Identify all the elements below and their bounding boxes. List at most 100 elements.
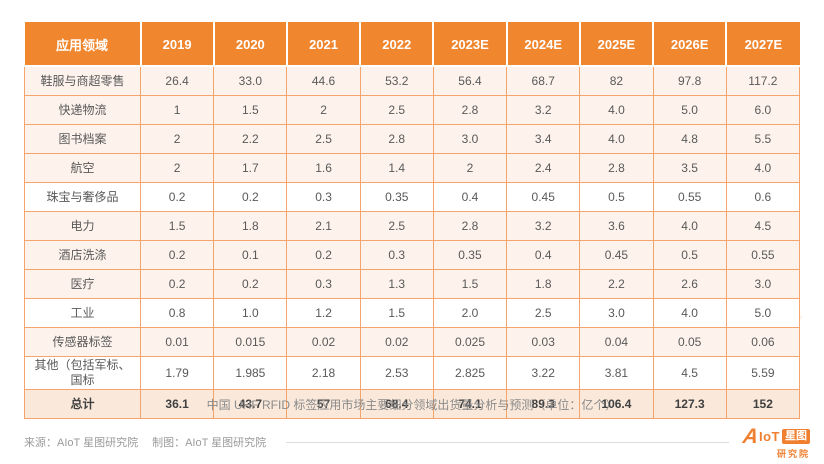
cell-value: 0.8 (139, 298, 215, 328)
cell-value: 0.2 (139, 182, 215, 212)
aiot-xingtu-logo: A IoT 星图 研究院 (741, 424, 810, 459)
cell-value: 0.04 (579, 327, 654, 357)
cell-value: 3.0 (725, 269, 801, 299)
cell-value: 4.0 (652, 298, 727, 328)
cell-value: 0.01 (139, 327, 215, 357)
column-header-year: 2024E (505, 22, 580, 67)
cell-value: 127.3 (652, 389, 727, 419)
cell-value: 1.8 (506, 269, 581, 299)
cell-value: 2 (432, 153, 508, 183)
row-label: 传感器标签 (24, 327, 141, 357)
cell-value: 1.5 (432, 269, 508, 299)
column-header-year: 2021 (285, 22, 361, 67)
column-header-application-field: 应用领域 (24, 22, 141, 67)
cell-value: 3.4 (506, 124, 581, 154)
footer: 来源：AIoT 星图研究院 制图：AIoT 星图研究院 A IoT 星图 研究院 (24, 424, 810, 460)
cell-value: 2.53 (359, 356, 434, 390)
cell-value: 0.3 (286, 182, 361, 212)
row-label: 医疗 (24, 269, 141, 299)
cell-value: 1.8 (213, 211, 288, 241)
table-row: 珠宝与奢侈品 0.2 0.2 0.3 0.35 0.4 0.45 0.5 0.55 0.6 (24, 182, 801, 212)
cell-value: 74.1 (432, 389, 508, 419)
table-row-total: 总计 36.1 43.7 57 68.4 74.1 89.3 106.4 127.3 152 (24, 389, 801, 419)
cell-value: 2.8 (432, 211, 508, 241)
cell-value: 2.5 (359, 211, 434, 241)
cell-value: 1.5 (139, 211, 215, 241)
cell-value: 0.45 (506, 182, 581, 212)
cell-value: 0.2 (213, 269, 288, 299)
cell-value: 0.55 (725, 240, 801, 270)
cell-value: 1.5 (213, 95, 288, 125)
table-header-row: 应用领域 2019 2020 2021 2022 2023E 2024E 2025E 2026E… (24, 22, 800, 67)
cell-value: 2.6 (652, 269, 727, 299)
cell-value: 0.02 (359, 327, 434, 357)
logo-yanjiuyuan-text: 研究院 (776, 448, 810, 459)
cell-value: 0.5 (579, 182, 654, 212)
cell-value: 0.5 (652, 240, 727, 270)
cell-value: 106.4 (579, 389, 654, 419)
cell-value: 2.5 (286, 124, 361, 154)
table-row: 电力 1.5 1.8 2.1 2.5 2.8 3.2 3.6 4.0 4.5 (24, 211, 801, 241)
row-label: 电力 (24, 211, 141, 241)
table-row: 工业 0.8 1.0 1.2 1.5 2.0 2.5 3.0 4.0 5.0 (24, 298, 801, 328)
row-label: 图书档案 (24, 124, 141, 154)
source-label: 来源：AIoT 星图研究院 (24, 437, 139, 449)
column-header-year: 2027E (725, 22, 800, 67)
cell-value: 117.2 (725, 65, 801, 96)
cell-value: 3.6 (579, 211, 654, 241)
cell-value: 2.1 (286, 211, 361, 241)
rfid-shipment-table: 应用领域 2019 2020 2021 2022 2023E 2024E 2025E 2026E… (24, 22, 801, 419)
cell-value: 1.5 (359, 298, 434, 328)
rfid-shipment-table-container: 应用领域 2019 2020 2021 2022 2023E 2024E 2025E 2026E… (24, 22, 801, 419)
cell-value: 2.5 (359, 95, 434, 125)
row-label: 其他（包括军标、 国标 (24, 356, 141, 390)
cell-value: 5.59 (725, 356, 801, 390)
column-header-year: 2019 (139, 22, 214, 67)
table-row: 医疗 0.2 0.2 0.3 1.3 1.5 1.8 2.2 2.6 3.0 (24, 269, 801, 299)
cell-value: 3.0 (432, 124, 508, 154)
cell-value: 5.0 (652, 95, 727, 125)
cell-value: 2.4 (506, 153, 581, 183)
cell-value: 1.0 (213, 298, 288, 328)
cell-value: 2.825 (432, 356, 508, 390)
cell-value: 5.5 (725, 124, 801, 154)
cell-value: 2.8 (432, 95, 508, 125)
cell-value: 0.2 (286, 240, 361, 270)
column-header-year: 2023E (432, 22, 507, 67)
cell-value: 89.3 (506, 389, 581, 419)
table-body: 鞋服与商超零售 26.4 33.0 44.6 53.2 56.4 68.7 82 97.8 117… (24, 65, 801, 419)
logo-top-line: A IoT 星图 (741, 424, 810, 448)
row-label: 鞋服与商超零售 (24, 65, 141, 96)
cell-value: 2 (139, 153, 215, 183)
cell-value: 2.8 (359, 124, 434, 154)
column-header-year: 2022 (359, 22, 434, 67)
cell-value: 0.025 (432, 327, 508, 357)
cell-value: 68.4 (359, 389, 434, 419)
cell-value: 0.02 (286, 327, 361, 357)
row-label: 酒店洗涤 (24, 240, 141, 270)
cell-value: 3.2 (506, 211, 581, 241)
cell-value: 3.22 (506, 356, 581, 390)
cell-value: 4.5 (652, 356, 727, 390)
logo-xingtu-badge: 星图 (782, 428, 810, 444)
cell-value: 44.6 (286, 65, 361, 96)
cell-value: 1.2 (286, 298, 361, 328)
cell-value: 0.03 (506, 327, 581, 357)
logo-a-glyph: A (741, 424, 760, 448)
cell-value: 0.4 (432, 182, 508, 212)
cell-value: 82 (579, 65, 654, 96)
cell-value: 0.4 (506, 240, 581, 270)
table-row: 鞋服与商超零售 26.4 33.0 44.6 53.2 56.4 68.7 82 97.8 117… (24, 65, 801, 96)
credit-label: 制图：AIoT 星图研究院 (152, 437, 267, 449)
logo-iot-text: IoT (759, 428, 780, 444)
cell-value: 0.015 (213, 327, 288, 357)
table-row: 酒店洗涤 0.2 0.1 0.2 0.3 0.35 0.4 0.45 0.5 0.55 (24, 240, 801, 270)
cell-value: 0.2 (139, 269, 215, 299)
cell-value: 0.3 (286, 269, 361, 299)
cell-value: 2.18 (286, 356, 361, 390)
cell-value: 26.4 (139, 65, 215, 96)
cell-value: 4.0 (725, 153, 801, 183)
table-row: 图书档案 2 2.2 2.5 2.8 3.0 3.4 4.0 4.8 5.5 (24, 124, 801, 154)
cell-value: 2.2 (213, 124, 288, 154)
